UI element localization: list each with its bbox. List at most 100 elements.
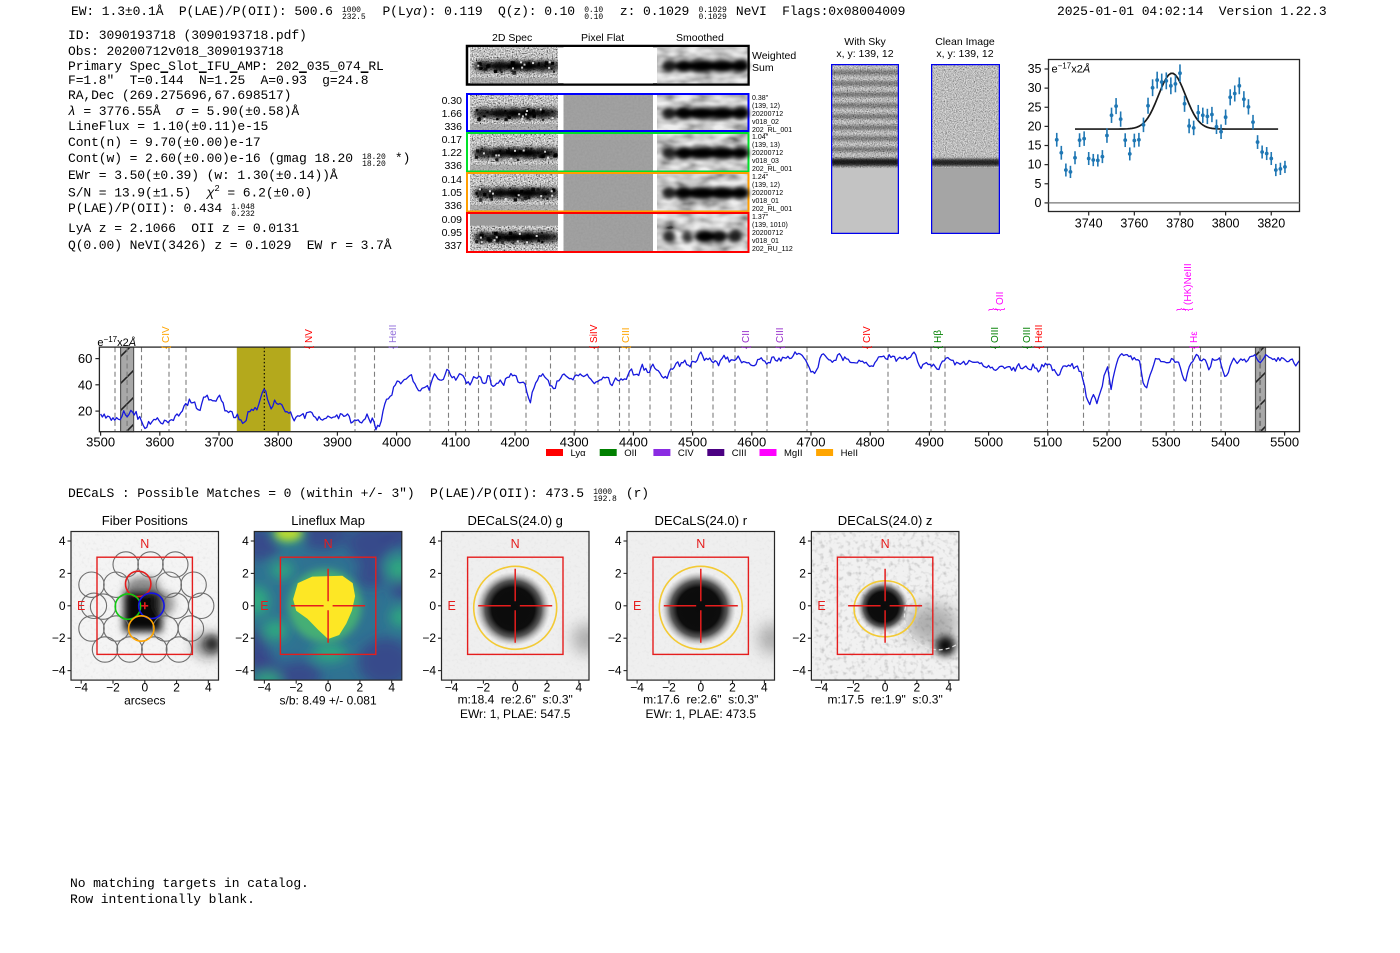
svg-text:DECaLS(24.0) g: DECaLS(24.0) g <box>468 513 563 528</box>
svg-text:0: 0 <box>799 599 806 613</box>
svg-text:E: E <box>260 599 268 613</box>
svg-text:4600: 4600 <box>737 435 766 450</box>
svg-text:−4: −4 <box>445 681 459 695</box>
svg-text:4900: 4900 <box>915 435 944 450</box>
svg-text:s/b: 8.49 +/- 0.081: s/b: 8.49 +/- 0.081 <box>280 694 377 708</box>
svg-text:4: 4 <box>205 681 212 695</box>
svg-text:{ OIII: { OIII <box>1022 327 1033 349</box>
svg-text:{ Hβ: { Hβ <box>933 330 944 349</box>
svg-text:{ CIV: { CIV <box>862 326 873 349</box>
svg-text:0: 0 <box>1035 196 1042 210</box>
svg-text:4: 4 <box>615 534 622 548</box>
svg-text:−2: −2 <box>52 631 66 645</box>
svg-text:arcsecs: arcsecs <box>124 694 165 708</box>
svg-text:OII: OII <box>624 448 637 459</box>
svg-text:15: 15 <box>1028 139 1042 153</box>
svg-text:3740: 3740 <box>1075 217 1103 231</box>
svg-text:4: 4 <box>388 681 395 695</box>
svg-text:{ OII: { OII <box>995 292 1006 311</box>
svg-text:40: 40 <box>78 377 92 392</box>
svg-text:{ HeII: { HeII <box>388 325 399 349</box>
svg-text:30: 30 <box>1028 81 1042 95</box>
svg-text:4700: 4700 <box>797 435 826 450</box>
svg-text:e−17x2Å: e−17x2Å <box>1052 62 1091 76</box>
svg-text:4300: 4300 <box>560 435 589 450</box>
svg-text:4: 4 <box>799 534 806 548</box>
svg-text:0: 0 <box>141 681 148 695</box>
svg-text:{ (HK)NeIII: { (HK)NeIII <box>1183 263 1194 311</box>
svg-text:m:17.5 re:1.9" s:0.3": m:17.5 re:1.9" s:0.3" <box>827 693 942 707</box>
svg-text:−2: −2 <box>662 681 676 695</box>
svg-text:Lyα: Lyα <box>571 448 587 459</box>
svg-text:Lineflux Map: Lineflux Map <box>291 513 365 528</box>
svg-text:0: 0 <box>325 681 332 695</box>
svg-text:N: N <box>511 537 520 551</box>
svg-text:{ HeII: { HeII <box>1034 325 1045 349</box>
svg-text:3800: 3800 <box>1212 217 1240 231</box>
svg-text:2: 2 <box>615 566 622 580</box>
svg-text:4: 4 <box>576 681 583 695</box>
svg-text:2: 2 <box>544 681 551 695</box>
svg-text:4400: 4400 <box>619 435 648 450</box>
svg-text:{ CIII: { CIII <box>621 327 632 349</box>
svg-text:−4: −4 <box>258 681 272 695</box>
svg-text:0: 0 <box>615 599 622 613</box>
svg-text:−4: −4 <box>74 681 88 695</box>
svg-text:20: 20 <box>1028 119 1042 133</box>
svg-text:20: 20 <box>78 404 92 419</box>
svg-text:3700: 3700 <box>205 435 234 450</box>
svg-text:2: 2 <box>59 566 66 580</box>
svg-text:{ CIV: { CIV <box>161 326 172 349</box>
svg-text:E: E <box>77 599 85 613</box>
svg-text:2: 2 <box>357 681 364 695</box>
svg-text:0: 0 <box>429 599 436 613</box>
svg-text:5400: 5400 <box>1211 435 1240 450</box>
svg-text:0: 0 <box>697 681 704 695</box>
svg-text:−2: −2 <box>792 631 806 645</box>
svg-text:3820: 3820 <box>1257 217 1285 231</box>
svg-text:0: 0 <box>59 599 66 613</box>
svg-text:5: 5 <box>1035 177 1042 191</box>
svg-text:N: N <box>140 537 149 551</box>
svg-text:E: E <box>633 599 641 613</box>
svg-text:N: N <box>881 537 890 551</box>
svg-text:−4: −4 <box>630 681 644 695</box>
svg-text:3760: 3760 <box>1120 217 1148 231</box>
svg-text:{ CII: { CII <box>741 330 752 349</box>
svg-text:−4: −4 <box>815 681 829 695</box>
svg-text:DECaLS(24.0) z: DECaLS(24.0) z <box>838 513 933 528</box>
svg-text:5300: 5300 <box>1152 435 1181 450</box>
svg-text:10: 10 <box>1028 158 1042 172</box>
svg-text:4: 4 <box>429 534 436 548</box>
svg-text:3800: 3800 <box>264 435 293 450</box>
svg-text:m:17.6 re:2.6" s:0.3": m:17.6 re:2.6" s:0.3" <box>643 693 758 707</box>
svg-text:4: 4 <box>945 681 952 695</box>
svg-text:4: 4 <box>761 681 768 695</box>
svg-text:−2: −2 <box>289 681 303 695</box>
svg-text:−4: −4 <box>235 664 249 678</box>
svg-text:−4: −4 <box>52 664 66 678</box>
svg-text:2: 2 <box>914 681 921 695</box>
svg-text:60: 60 <box>78 351 92 366</box>
svg-text:−2: −2 <box>422 631 436 645</box>
svg-text:DECaLS(24.0) r: DECaLS(24.0) r <box>655 513 748 528</box>
svg-text:4800: 4800 <box>856 435 885 450</box>
svg-text:Fiber Positions: Fiber Positions <box>102 513 188 528</box>
svg-text:−2: −2 <box>608 631 622 645</box>
svg-text:3500: 3500 <box>86 435 115 450</box>
svg-text:2: 2 <box>799 566 806 580</box>
svg-text:25: 25 <box>1028 100 1042 114</box>
svg-text:0: 0 <box>512 681 519 695</box>
svg-text:2: 2 <box>173 681 180 695</box>
svg-text:2: 2 <box>429 566 436 580</box>
svg-text:{ SiIV: { SiIV <box>589 324 600 349</box>
svg-text:35: 35 <box>1028 62 1042 76</box>
svg-text:−2: −2 <box>847 681 861 695</box>
svg-text:2: 2 <box>729 681 736 695</box>
svg-text:N: N <box>324 537 333 551</box>
svg-text:5100: 5100 <box>1033 435 1062 450</box>
svg-text:CIII: CIII <box>732 448 747 459</box>
svg-text:4: 4 <box>59 534 66 548</box>
svg-text:{ Hε: { Hε <box>1189 331 1200 349</box>
svg-text:m:18.4 re:2.6" s:0.3": m:18.4 re:2.6" s:0.3" <box>458 693 573 707</box>
